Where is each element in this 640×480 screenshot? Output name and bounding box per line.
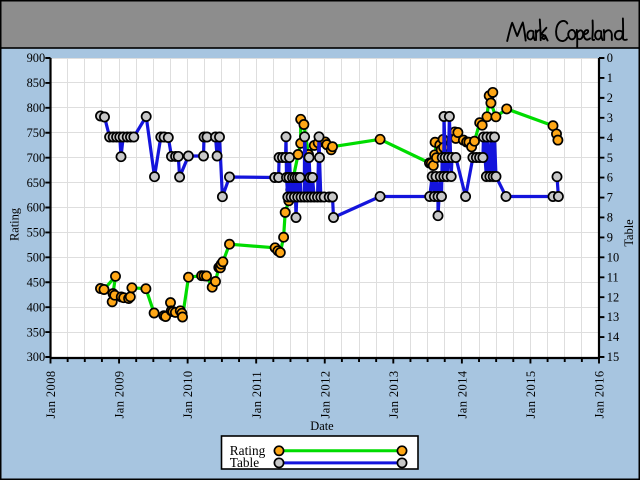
svg-text:400: 400 [27, 300, 46, 314]
svg-text:12: 12 [607, 290, 619, 304]
svg-text:Jan 2009: Jan 2009 [113, 371, 127, 419]
svg-text:Jan 2008: Jan 2008 [44, 371, 58, 419]
svg-text:750: 750 [27, 126, 46, 140]
svg-text:8: 8 [607, 211, 613, 225]
svg-text:3: 3 [607, 111, 613, 125]
svg-text:7: 7 [607, 191, 613, 205]
svg-text:700: 700 [27, 151, 46, 165]
svg-text:500: 500 [27, 251, 46, 265]
svg-text:900: 900 [27, 51, 46, 65]
svg-text:13: 13 [607, 310, 619, 324]
svg-text:450: 450 [27, 275, 46, 289]
svg-text:5: 5 [607, 151, 613, 165]
svg-text:Rating: Rating [230, 443, 266, 458]
svg-text:1: 1 [607, 71, 613, 85]
svg-text:850: 850 [27, 76, 46, 90]
svg-text:0: 0 [607, 51, 613, 65]
svg-text:Table: Table [622, 219, 636, 247]
svg-text:9: 9 [607, 231, 613, 245]
svg-text:2: 2 [607, 91, 613, 105]
svg-text:Jan 2011: Jan 2011 [250, 371, 264, 419]
svg-text:Jan 2010: Jan 2010 [181, 371, 195, 419]
svg-text:600: 600 [27, 201, 46, 215]
svg-text:Jan 2016: Jan 2016 [593, 371, 607, 419]
svg-text:Date: Date [310, 419, 334, 433]
svg-text:Jan 2013: Jan 2013 [387, 371, 401, 419]
svg-text:350: 350 [27, 325, 46, 339]
svg-text:800: 800 [27, 101, 46, 115]
svg-text:14: 14 [607, 330, 619, 344]
svg-text:4: 4 [607, 131, 613, 145]
svg-text:300: 300 [27, 350, 46, 364]
svg-text:Table: Table [230, 455, 259, 470]
svg-text:6: 6 [607, 171, 613, 185]
svg-text:650: 650 [27, 176, 46, 190]
svg-text:550: 550 [27, 226, 46, 240]
svg-text:Jan 2014: Jan 2014 [456, 371, 470, 419]
svg-text:Jan 2012: Jan 2012 [318, 371, 332, 419]
svg-text:10: 10 [607, 250, 619, 264]
svg-text:Rating: Rating [7, 208, 21, 241]
svg-text:15: 15 [607, 350, 619, 364]
svg-text:11: 11 [607, 270, 619, 284]
svg-text:Jan 2015: Jan 2015 [524, 371, 538, 419]
